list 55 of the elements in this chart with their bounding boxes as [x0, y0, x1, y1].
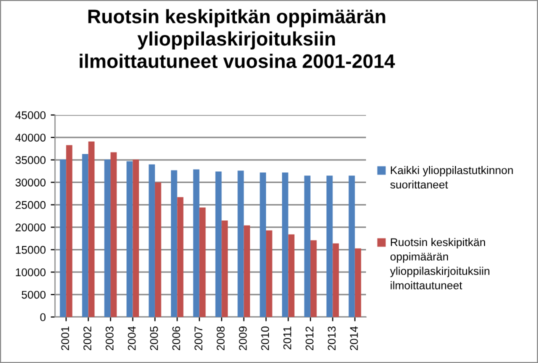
bar: [332, 243, 339, 317]
y-tick-label: 45000: [15, 111, 46, 120]
y-tick-label: 30000: [16, 178, 46, 186]
y-tick-label: 40000: [15, 134, 46, 142]
x-tick-label: 2008: [216, 326, 225, 350]
y-tick-label: 15000: [16, 246, 46, 254]
bar: [193, 169, 200, 317]
x-tick-label: 2014: [350, 326, 358, 350]
bar: [260, 172, 266, 317]
bar: [238, 170, 244, 317]
bar: [282, 172, 288, 317]
x-tick-label: 2011: [283, 326, 292, 350]
x-tick-label: 2007: [194, 326, 202, 350]
y-tick-label: 20000: [16, 223, 46, 232]
bar: [304, 176, 310, 317]
bar: [310, 240, 317, 317]
y-tick-label: 5000: [22, 290, 46, 299]
legend-label: Kaikki ylioppilastutkinnon suorittaneet: [390, 166, 513, 189]
x-tick-label: 2001: [61, 326, 70, 350]
bar: [110, 152, 117, 317]
bar: [60, 159, 66, 317]
x-tick-label: 2004: [128, 326, 136, 350]
bar: [215, 172, 222, 317]
bar: [170, 170, 178, 317]
bar: [104, 159, 111, 317]
bar: [266, 230, 272, 317]
y-tick-label: 10000: [16, 268, 46, 276]
bar: [132, 159, 139, 317]
bar: [244, 225, 250, 317]
bar: [148, 164, 155, 317]
x-tick-label: 2012: [306, 326, 314, 350]
bar: [88, 141, 95, 317]
x-tick-label: 2002: [83, 326, 92, 350]
bar: [348, 176, 355, 317]
bar: [288, 234, 294, 317]
bar: [199, 207, 206, 317]
x-tick-label: 2005: [150, 326, 158, 350]
y-tick-label: 25000: [16, 201, 46, 209]
bar: [66, 145, 72, 317]
x-tick-label: 2013: [328, 326, 336, 350]
x-tick-label: 2010: [261, 326, 270, 350]
bar: [154, 182, 162, 317]
bar: [222, 220, 228, 317]
bar: [326, 176, 333, 317]
bar: [126, 161, 133, 317]
bar: [82, 154, 88, 317]
y-tick-label: 35000: [16, 156, 46, 164]
chart-title: Ruotsin keskipitkän oppimäärän ylioppilaskirjoituksiin ilmoittautuneet vuosina 2001-2014: [80, 9, 395, 68]
bar: [354, 248, 362, 317]
x-tick-label: 2009: [238, 326, 247, 350]
legend-label: Ruotsin keskipitkän oppimäärän ylioppilaskirjoituksiin ilmoittautuneet: [390, 238, 490, 290]
y-tick-label: 0: [40, 313, 46, 322]
x-tick-label: 2006: [172, 326, 180, 350]
x-tick-label: 2003: [106, 326, 114, 350]
bar: [177, 197, 184, 317]
